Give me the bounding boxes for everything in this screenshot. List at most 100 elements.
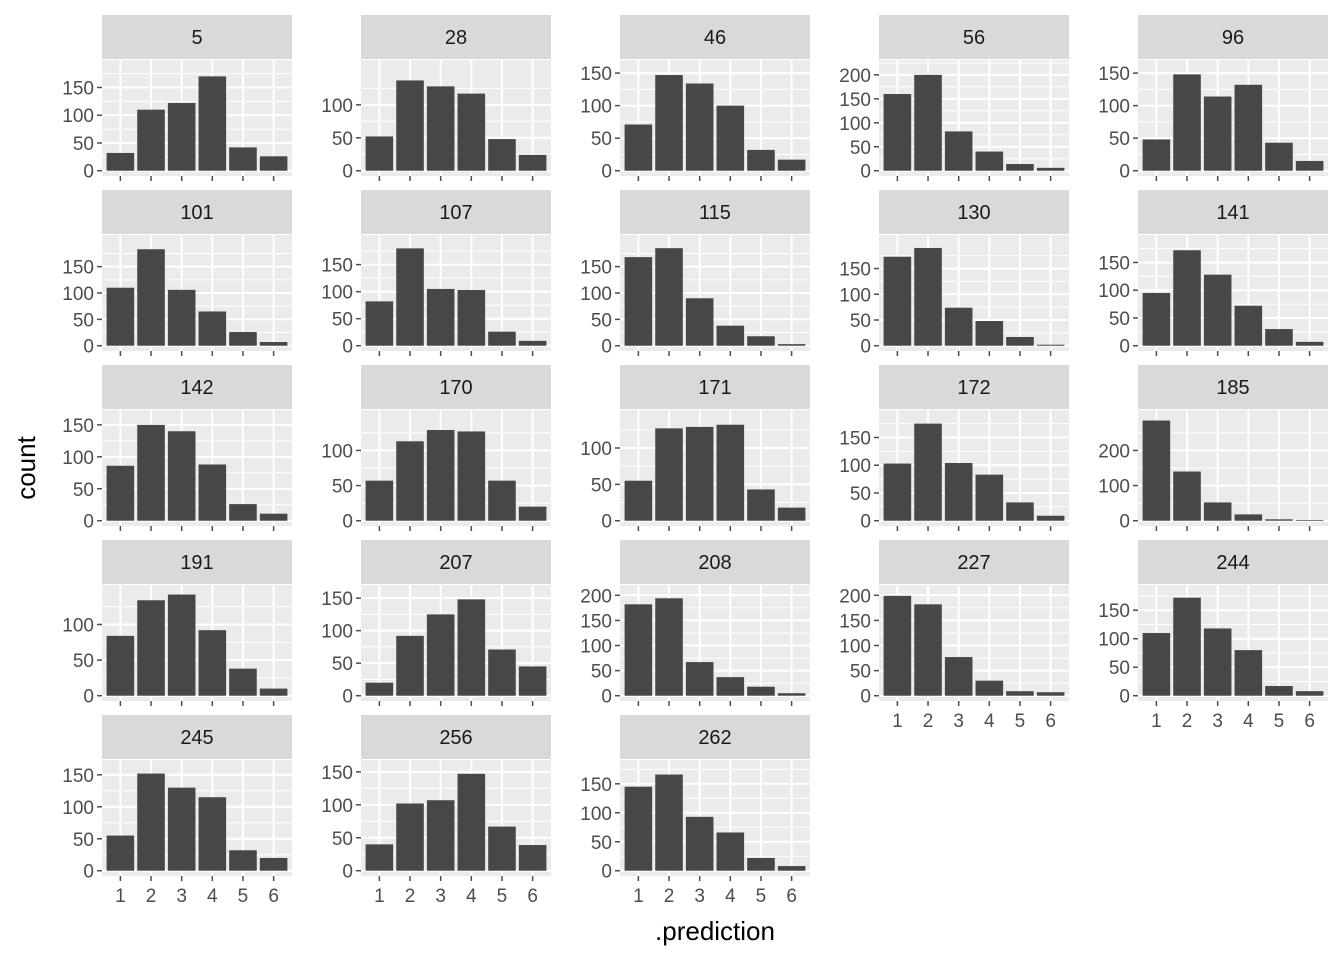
y-tick-label: 100 [839,637,871,658]
bar [1173,250,1201,346]
bar [655,598,683,696]
facet-strip-label: 5 [191,27,202,49]
facet-strip-label: 245 [180,727,213,749]
facet-panel: 107 0 50 100 150 [321,190,551,358]
x-tick-label: 1 [1151,711,1162,732]
facet-strip [1138,540,1328,584]
facet-panel: 262 0 50 100 150 1 2 3 4 5 6 [580,715,810,907]
bar [259,513,288,521]
facet-strip-label: 142 [180,377,213,399]
x-tick-label: 3 [953,711,964,732]
y-tick-label: 0 [83,862,94,883]
bar [883,256,912,346]
bar [1234,305,1263,346]
x-tick-label: 6 [1045,711,1056,732]
y-tick-label: 50 [850,662,871,683]
bar [914,423,942,521]
facet-strip-label: 185 [1216,377,1249,399]
facet-strip-label: 141 [1216,202,1249,224]
y-tick-label: 50 [332,129,353,150]
bar [457,599,486,696]
y-tick-label: 0 [1119,687,1130,708]
bar [457,773,486,871]
x-tick-label: 4 [207,886,218,907]
y-tick-label: 100 [839,285,871,306]
y-tick-label: 100 [580,804,612,825]
y-tick-label: 50 [332,654,353,675]
x-tick-label: 4 [1243,711,1254,732]
y-tick-label: 100 [1098,97,1130,118]
facet-strip-label: 46 [704,27,726,49]
x-axis-title: .prediction [655,916,775,946]
y-tick-label: 200 [580,586,612,607]
bar [518,154,547,171]
bar [167,594,196,696]
y-tick-label: 0 [601,512,612,533]
y-tick-label: 100 [321,441,353,462]
y-tick-label: 150 [580,775,612,796]
y-tick-label: 0 [601,337,612,358]
y-tick-label: 100 [580,439,612,460]
y-tick-label: 100 [839,114,871,135]
bar [777,866,806,871]
bar [137,109,165,171]
facet-panels: 5050100150280501004605010015056050100150… [62,15,1328,907]
bar [914,604,942,696]
bar [365,480,394,521]
x-tick-label: 5 [238,886,249,907]
bar [106,635,135,696]
x-tick-label: 6 [527,886,538,907]
bar [426,614,455,696]
bar [1265,686,1293,696]
x-tick-label: 5 [497,886,508,907]
bar [624,124,653,171]
facet-strip-label: 28 [445,27,467,49]
bar [716,677,745,696]
y-tick-label: 0 [83,162,94,183]
y-tick-label: 150 [1098,64,1130,85]
y-tick-label: 100 [839,456,871,477]
bar [1142,139,1171,171]
y-tick-label: 0 [83,687,94,708]
bar [1173,471,1201,521]
facet-strip-label: 101 [180,202,213,224]
bar [518,845,547,871]
bar [488,826,516,871]
bar [106,465,135,521]
x-tick-label: 2 [664,886,675,907]
facet-strip [620,715,810,759]
y-tick-label: 100 [321,283,353,304]
y-tick-label: 150 [839,611,871,632]
y-axis-title: count [11,435,41,499]
bar [365,136,394,171]
facet-strip [102,365,292,409]
facet-strip [102,15,292,59]
bar [975,474,1004,521]
x-tick-label: 6 [786,886,797,907]
y-tick-label: 150 [321,256,353,277]
bar [1265,519,1293,521]
y-tick-label: 150 [580,64,612,85]
y-tick-label: 0 [601,687,612,708]
y-tick-label: 0 [342,862,353,883]
bar [716,325,745,346]
bar [777,693,806,696]
bar [229,504,257,521]
y-tick-label: 50 [332,829,353,850]
y-tick-label: 50 [591,310,612,331]
bar [883,595,912,696]
bar [1265,329,1293,346]
bar [685,298,714,346]
bar [198,630,227,696]
bar [624,604,653,696]
facet-strip [1138,365,1328,409]
facet-strip [102,190,292,234]
facet-panel: 185 0 100 200 [1098,365,1328,533]
bar [747,336,775,346]
facet-panel: 56 0 50 100 150 200 [839,15,1069,183]
bar [777,344,806,346]
bar [747,857,775,871]
y-tick-label: 100 [1098,630,1130,651]
x-tick-label: 5 [756,886,767,907]
facet-strip [1138,15,1328,59]
